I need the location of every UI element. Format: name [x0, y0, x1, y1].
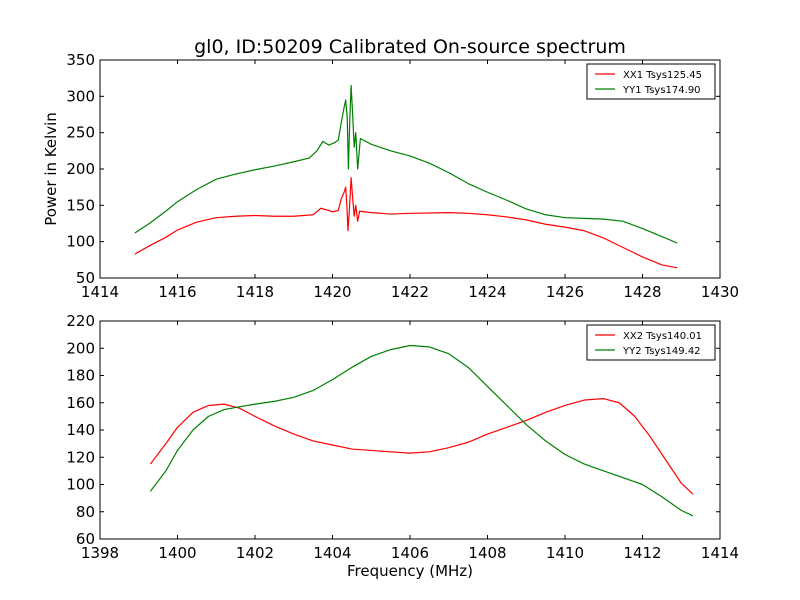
- plot-frame: [99, 59, 721, 279]
- y-tick-label: 60: [76, 530, 95, 548]
- x-tick-label: 1420: [313, 283, 351, 301]
- y-tick-label: 350: [66, 51, 95, 69]
- series-line-2: [134, 84, 678, 244]
- x-axis-label: Frequency (MHz): [347, 562, 473, 580]
- legend-box: [586, 324, 716, 361]
- x-tick-label: 1406: [391, 544, 429, 562]
- y-tick-label: 180: [66, 367, 95, 385]
- y-tick-label: 100: [66, 233, 95, 251]
- top-panel: 1414 1416 1418 1420 1422 1424 1426 1428 1430 50 10…: [66, 51, 739, 301]
- y-tick-label: 100: [66, 476, 95, 494]
- chart-title: gl0, ID:50209 Calibrated On-source spect…: [194, 36, 626, 58]
- legend: XX1 Tsys125.45 YY1 Tsys174.90: [586, 63, 716, 100]
- y-tick-label: 50: [76, 269, 95, 287]
- bottom-panel: 1398 1400 1402 1404 1406 1408 1410 1412 1414 60 80…: [66, 312, 739, 562]
- y-tick-label: 220: [66, 312, 95, 330]
- y-tick-label: 140: [66, 421, 95, 439]
- plot-frame: [99, 320, 721, 540]
- series-line-1: [149, 398, 694, 495]
- y-axis-label: Power in Kelvin: [42, 112, 60, 226]
- series-line-1: [134, 177, 678, 269]
- x-tick-label: 1398: [81, 544, 119, 562]
- y-tick-label: 200: [66, 160, 95, 178]
- legend-label: YY1 Tsys174.90: [622, 85, 701, 96]
- legend-box: [586, 63, 716, 100]
- x-tick-label: 1430: [701, 283, 739, 301]
- x-tick-label: 1416: [158, 283, 196, 301]
- legend-label: XX1 Tsys125.45: [623, 70, 702, 81]
- legend-label: YY2 Tsys149.42: [622, 346, 701, 357]
- legend-label: XX2 Tsys140.01: [623, 331, 702, 342]
- series-line-2: [149, 344, 694, 517]
- y-tick-label: 200: [66, 339, 95, 357]
- y-tick-label: 250: [66, 124, 95, 142]
- y-tick-label: 120: [66, 448, 95, 466]
- x-tick-label: 1400: [158, 544, 196, 562]
- x-tick-label: 1422: [391, 283, 429, 301]
- x-tick-label: 1408: [468, 544, 506, 562]
- x-tick-label: 1426: [546, 283, 584, 301]
- x-tick-label: 1412: [623, 544, 661, 562]
- x-tick-label: 1404: [313, 544, 351, 562]
- x-tick-label: 1418: [236, 283, 274, 301]
- x-tick-label: 1414: [701, 544, 739, 562]
- y-tick-label: 150: [66, 196, 95, 214]
- x-tick-label: 1402: [236, 544, 274, 562]
- x-tick-label: 1410: [546, 544, 584, 562]
- legend: XX2 Tsys140.01 YY2 Tsys149.42: [586, 324, 716, 361]
- x-tick-label: 1414: [81, 283, 119, 301]
- y-tick-label: 80: [76, 503, 95, 521]
- x-tick-label: 1424: [468, 283, 506, 301]
- x-tick-label: 1428: [623, 283, 661, 301]
- y-tick-label: 160: [66, 394, 95, 412]
- y-tick-label: 300: [66, 87, 95, 105]
